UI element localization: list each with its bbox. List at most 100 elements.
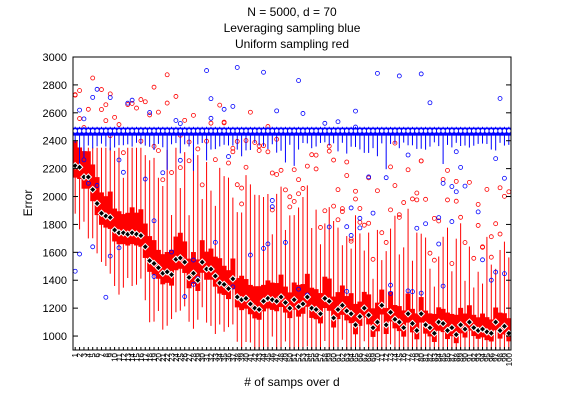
- leverage-outlier: [230, 284, 236, 290]
- x-tick-label: 23: [168, 352, 177, 361]
- uniform-median: [456, 320, 465, 329]
- leverage-outlier: [418, 71, 424, 77]
- x-tick-label: 43: [255, 352, 264, 361]
- x-tick-label: 85: [439, 352, 448, 361]
- uniform-box: [239, 275, 245, 311]
- uniform-median: [290, 295, 299, 304]
- leverage-median: [265, 128, 271, 134]
- leverage-median: [317, 128, 324, 134]
- uniform-outlier: [212, 157, 218, 163]
- uniform-outlier: [480, 244, 485, 250]
- uniform-box: [221, 265, 227, 295]
- leverage-median: [160, 128, 166, 134]
- uniform-outlier: [335, 217, 341, 223]
- leverage-median: [449, 128, 455, 134]
- uniform-median: [443, 326, 452, 335]
- leverage-outlier: [81, 116, 87, 122]
- uniform-median: [491, 318, 500, 327]
- uniform-median: [93, 199, 101, 208]
- uniform-median: [404, 309, 412, 318]
- leverage-median: [479, 128, 486, 134]
- uniform-box: [230, 258, 236, 290]
- leverage-outlier: [458, 165, 464, 170]
- uniform-median: [277, 293, 285, 301]
- uniform-median: [347, 309, 356, 318]
- uniform-median: [176, 254, 185, 262]
- uniform-outlier: [230, 149, 236, 155]
- leverage-outlier: [177, 121, 183, 126]
- leverage-median: [239, 128, 245, 134]
- x-tick-label: 14: [128, 352, 137, 361]
- x-tick-label: 66: [356, 352, 365, 361]
- y-tick-label: 2600: [43, 108, 67, 120]
- uniform-box: [453, 314, 459, 344]
- uniform-median: [299, 300, 307, 308]
- x-tick-label: 26: [181, 352, 190, 361]
- leverage-outlier: [169, 249, 174, 255]
- x-tick-label: 94: [479, 352, 488, 361]
- uniform-outlier: [449, 261, 455, 266]
- uniform-outlier: [173, 94, 179, 99]
- leverage-outlier: [322, 120, 328, 126]
- uniform-median: [285, 304, 294, 313]
- y-tick-label: 1400: [43, 275, 67, 287]
- uniform-median: [320, 294, 329, 303]
- uniform-outlier: [147, 112, 153, 118]
- uniform-outlier: [357, 219, 363, 225]
- leverage-median: [348, 128, 354, 134]
- x-tick-label: 4: [84, 352, 93, 357]
- uniform-median: [334, 305, 342, 314]
- uniform-median: [360, 304, 369, 313]
- uniform-outlier: [401, 200, 407, 205]
- uniform-median: [338, 301, 347, 310]
- leverage-median: [418, 128, 424, 134]
- plot-marks: [71, 65, 513, 350]
- leverage-outlier: [77, 107, 82, 113]
- x-tick-label: 7: [97, 352, 106, 357]
- uniform-box: [326, 278, 332, 311]
- leverage-median: [282, 128, 289, 134]
- y-tick-label: 1600: [43, 247, 67, 259]
- x-tick-label: 48: [277, 352, 286, 361]
- uniform-median: [469, 323, 478, 332]
- leverage-median: [374, 128, 381, 134]
- x-tick-label: 81: [422, 352, 431, 361]
- leverage-median: [103, 128, 109, 134]
- uniform-median: [430, 329, 439, 338]
- uniform-outlier: [502, 193, 507, 199]
- leverage-median: [90, 128, 96, 134]
- leverage-outlier: [85, 180, 91, 186]
- uniform-outlier: [103, 102, 109, 108]
- uniform-median: [150, 259, 158, 268]
- uniform-box: [72, 141, 78, 178]
- x-tick-label: 64: [347, 352, 356, 361]
- leverage-outlier: [388, 291, 393, 296]
- uniform-box: [445, 312, 450, 340]
- uniform-outlier: [475, 223, 481, 228]
- leverage-median: [72, 128, 78, 134]
- x-tick-label: 83: [430, 352, 439, 361]
- x-tick-label: 46: [268, 352, 277, 361]
- leverage-outlier: [212, 239, 218, 245]
- leverage-median: [212, 128, 218, 134]
- uniform-median: [242, 294, 250, 303]
- uniform-median: [180, 258, 189, 267]
- leverage-outlier: [502, 175, 507, 181]
- uniform-median: [281, 298, 290, 307]
- leverage-median: [335, 128, 341, 134]
- leverage-outlier: [453, 149, 459, 155]
- x-tick-label: 11: [115, 352, 124, 361]
- uniform-box: [247, 284, 253, 315]
- leverage-median: [252, 128, 258, 134]
- uniform-box: [151, 240, 157, 275]
- uniform-outlier: [335, 187, 341, 193]
- leverage-outlier: [423, 221, 428, 227]
- leverage-median: [422, 128, 429, 134]
- uniform-box: [405, 293, 411, 323]
- leverage-outlier: [160, 170, 166, 176]
- x-tick-label: 19: [150, 352, 159, 361]
- leverage-outlier: [405, 288, 411, 294]
- leverage-median: [230, 128, 236, 134]
- leverage-median: [208, 128, 214, 134]
